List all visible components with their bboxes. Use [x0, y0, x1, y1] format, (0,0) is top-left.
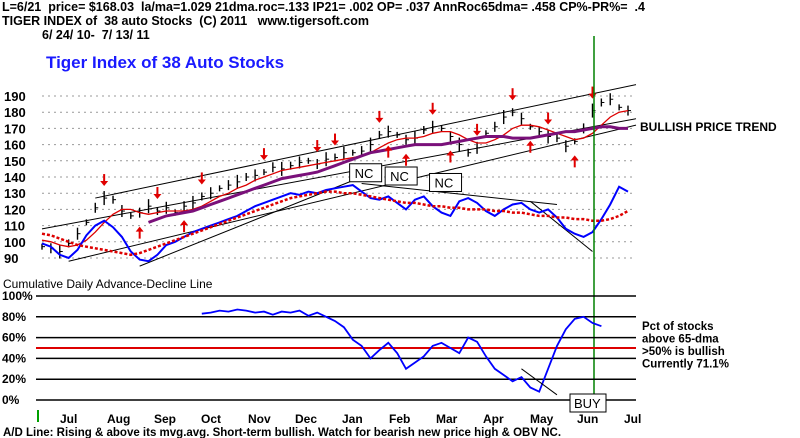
x-month-label: Oct: [201, 412, 221, 426]
y-tick-label: 150: [4, 154, 26, 169]
y-tick-label: 160: [4, 138, 26, 153]
y-tick-label: 180: [4, 105, 26, 120]
lower-chart-title: Cumulative Daily Advance-Decline Line: [3, 277, 213, 291]
x-month-label: Jun: [577, 412, 598, 426]
sell-arrow-head: [428, 109, 437, 115]
x-month-label: Mar: [436, 412, 458, 426]
sell-arrow-head: [331, 140, 339, 146]
sell-arrow-head: [313, 147, 322, 153]
channel-lower-line: [68, 124, 637, 262]
header-date-range: 6/ 24/ 10- 7/ 13/ 11: [42, 28, 150, 42]
buy-arrow-head: [526, 140, 535, 146]
ad-break-line: [530, 200, 593, 252]
lower-y-tick-label: 80%: [2, 310, 26, 324]
nc-box: [384, 166, 418, 186]
lower-y-tick-label: 60%: [2, 331, 26, 345]
buy-arrow-head: [570, 155, 579, 161]
nc-label: NC: [435, 175, 454, 190]
sell-arrow-head: [375, 117, 384, 123]
ad-moving-average: [41, 190, 629, 257]
upper-chart-title: Tiger Index of 38 Auto Stocks: [46, 53, 284, 72]
lower-y-tick-label: 40%: [2, 351, 26, 365]
price-21dma-line: [41, 109, 629, 248]
sell-arrow-head: [473, 130, 482, 136]
lower-note-3: Currently 71.1%: [642, 359, 729, 371]
y-tick-label: 190: [4, 89, 26, 104]
lower-note-0: Pct of stocks: [642, 321, 714, 333]
x-month-label: Feb: [389, 412, 410, 426]
x-month-label: Jul: [60, 412, 77, 426]
x-month-label: Nov: [248, 412, 271, 426]
footer-note: A/D Line: Rising & above its mvg.avg. Sh…: [3, 427, 561, 438]
x-month-label: Jul: [624, 412, 641, 426]
x-month-label: Dec: [295, 412, 317, 426]
nc-label: NC: [355, 166, 374, 181]
lower-note-2: >50% is bullish: [642, 346, 725, 358]
y-tick-label: 120: [4, 202, 26, 217]
buy-arrow-head: [135, 226, 144, 232]
buy-signal-label: BUY: [574, 396, 601, 411]
bullish-trend-label: BULLISH PRICE TREND: [640, 120, 777, 134]
y-tick-label: 100: [4, 235, 26, 250]
buy-arrow-head: [402, 153, 411, 159]
header-index-title: TIGER INDEX of 38 auto Stocks (C) 2011 w…: [2, 14, 369, 28]
y-tick-label: 130: [4, 186, 26, 201]
sell-arrow-head: [544, 119, 553, 125]
sell-arrow-head: [259, 155, 268, 161]
y-tick-label: 140: [4, 170, 26, 185]
sell-arrow-head: [100, 181, 109, 187]
buy-arrow-head: [180, 220, 189, 226]
x-month-label: Aug: [107, 412, 130, 426]
channel-upper-line: [95, 84, 637, 199]
lower-y-tick-label: 0%: [2, 393, 20, 407]
header-stats-line: L=6/21 price= $168.03 la/ma=1.029 21dma.…: [2, 0, 645, 14]
x-month-label: Apr: [483, 412, 504, 426]
ad-nc-trendline: [361, 182, 558, 206]
nc-box: [429, 172, 463, 192]
y-tick-label: 170: [4, 121, 26, 136]
y-tick-label: 90: [4, 251, 18, 266]
lower-note-1: above 65-dma: [642, 334, 719, 346]
lower-y-tick-label: 20%: [2, 372, 26, 386]
sell-arrow-head: [508, 95, 517, 101]
nc-label: NC: [390, 169, 409, 184]
x-month-label: May: [530, 412, 554, 426]
sell-arrow-head: [153, 194, 162, 200]
ad-line: [41, 184, 629, 263]
x-month-label: Jan: [342, 412, 363, 426]
buy-signal-line: [521, 368, 558, 396]
sell-arrow-head: [197, 179, 206, 185]
pct-above-65dma-line: [201, 308, 602, 393]
lower-y-tick-label: 100%: [2, 289, 33, 303]
buy-arrow-head: [446, 150, 455, 156]
nc-box: [349, 163, 383, 183]
buy-signal-box: [569, 393, 607, 413]
y-tick-label: 110: [4, 219, 25, 234]
buy-arrow-head: [384, 145, 393, 151]
x-month-label: Sep: [154, 412, 176, 426]
